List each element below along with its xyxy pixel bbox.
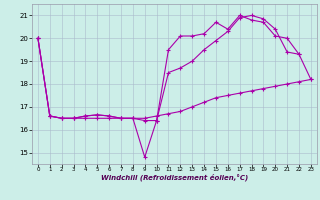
X-axis label: Windchill (Refroidissement éolien,°C): Windchill (Refroidissement éolien,°C) (101, 174, 248, 181)
